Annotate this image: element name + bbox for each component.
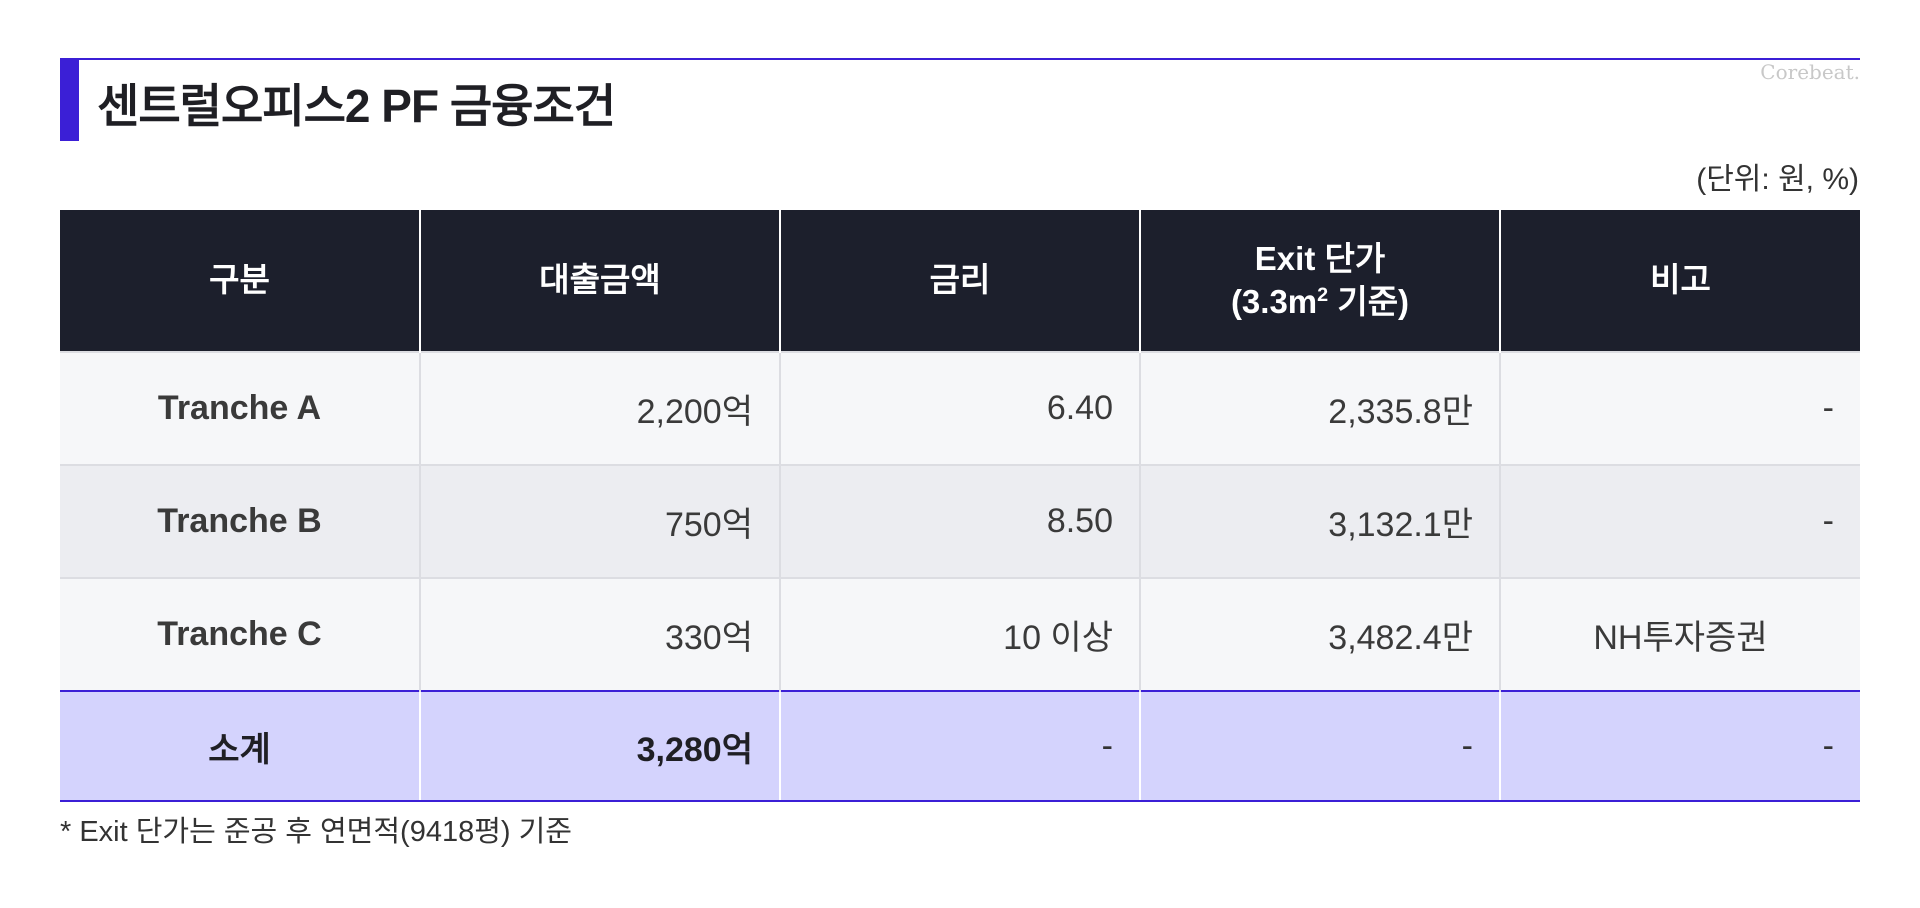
cell-category: Tranche A <box>60 351 420 465</box>
cell-rate: 8.50 <box>779 464 1140 578</box>
cell-note: NH투자증권 <box>1499 577 1860 691</box>
cell-category: Tranche C <box>60 577 420 691</box>
cell-rate: 6.40 <box>779 351 1140 465</box>
financing-table: 구분 대출금액 금리 Exit 단가 (3.3m2 기준) 비고 Tranche… <box>60 210 1860 802</box>
header-note: 비고 <box>1499 210 1860 352</box>
cell-exit-price: 3,132.1만 <box>1139 464 1500 578</box>
table-header-row: 구분 대출금액 금리 Exit 단가 (3.3m2 기준) 비고 <box>60 210 1860 352</box>
cell-exit-price: 3,482.4만 <box>1139 577 1500 691</box>
title-block: 센트럴오피스2 PF 금융조건 Corebeat. <box>60 58 1860 143</box>
header-exit-unit-text: (3.3m <box>1230 282 1318 320</box>
table-total-row: 소계 3,280억 - - - <box>60 690 1860 802</box>
header-exit-price: Exit 단가 (3.3m2 기준) <box>1139 210 1500 352</box>
title-accent-bar <box>60 60 79 141</box>
table-row: Tranche A 2,200억 6.40 2,335.8만 - <box>60 351 1860 465</box>
cell-total-amount: 3,280억 <box>419 690 780 802</box>
cell-note: - <box>1499 351 1860 465</box>
unit-label: (단위: 원, %) <box>1696 163 1859 196</box>
header-amount: 대출금액 <box>419 210 780 352</box>
header-rate: 금리 <box>779 210 1140 352</box>
footnote: * Exit 단가는 준공 후 연면적(9418평) 기준 <box>60 816 572 848</box>
cell-total-exit-price: - <box>1139 690 1500 802</box>
cell-amount: 330억 <box>419 577 780 691</box>
header-exit-price-line1: Exit 단가 <box>1254 239 1386 277</box>
header-exit-unit-suffix: 기준) <box>1328 282 1410 320</box>
table-row: Tranche C 330억 10 이상 3,482.4만 NH투자증권 <box>60 577 1860 691</box>
cell-note: - <box>1499 464 1860 578</box>
cell-total-note: - <box>1499 690 1860 802</box>
cell-rate: 10 이상 <box>779 577 1140 691</box>
cell-category: Tranche B <box>60 464 420 578</box>
header-exit-unit-sup: 2 <box>1317 283 1329 306</box>
cell-total-category: 소계 <box>60 690 420 802</box>
cell-amount: 750억 <box>419 464 780 578</box>
header-category: 구분 <box>60 210 420 352</box>
page-title: 센트럴오피스2 PF 금융조건 <box>97 80 616 132</box>
table-row: Tranche B 750억 8.50 3,132.1만 - <box>60 464 1860 578</box>
cell-total-rate: - <box>779 690 1140 802</box>
watermark-logo: Corebeat. <box>1760 60 1860 84</box>
cell-amount: 2,200억 <box>419 351 780 465</box>
cell-exit-price: 2,335.8만 <box>1139 351 1500 465</box>
header-exit-price-line2: (3.3m2 기준) <box>1231 283 1409 320</box>
